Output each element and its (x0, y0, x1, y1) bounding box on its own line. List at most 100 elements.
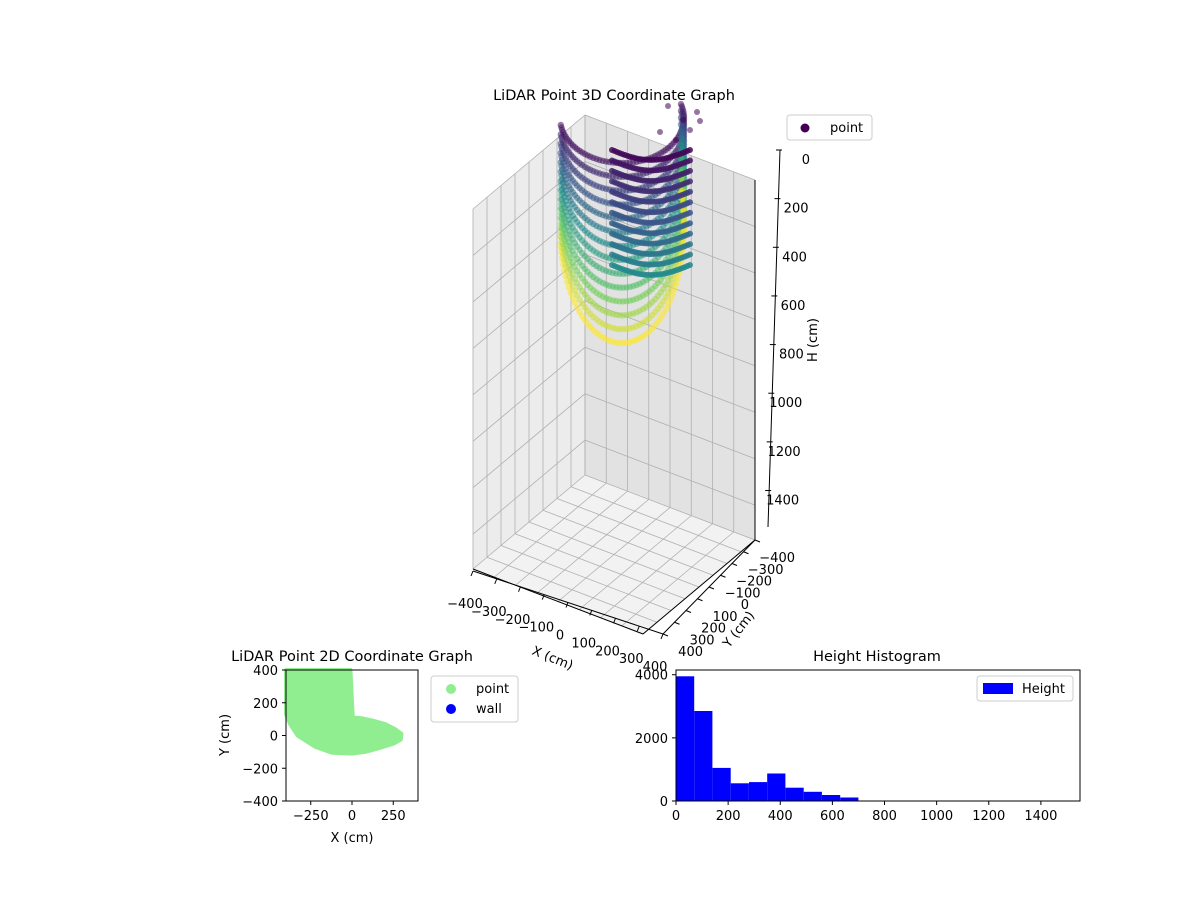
axis-x-tick (589, 610, 593, 616)
axis-x-tick-label: 0 (348, 809, 356, 824)
lidar-point-outlier (697, 118, 703, 124)
lidar-point (669, 291, 676, 299)
axis-y-line (642, 539, 756, 635)
grid-line-z-left (472, 439, 586, 535)
axis-z-tick-label: 400 (782, 250, 807, 265)
axis-x-tick (660, 633, 664, 640)
histogram-frame (675, 669, 1081, 802)
axis-y-tick-label: −200 (736, 575, 772, 590)
chart-3d-points (557, 100, 703, 347)
chart-3d-legend-marker (800, 123, 810, 133)
chart-2d-ylabel: Y (cm) (218, 714, 233, 757)
axis-x-tick-label: −200 (495, 613, 531, 628)
lidar-point (677, 128, 685, 135)
lidar-point (687, 262, 693, 268)
axis-y-tick-label: 0 (741, 598, 749, 613)
histogram-legend: Height (976, 675, 1074, 702)
lidar-point (687, 178, 693, 185)
histogram-bar (749, 782, 768, 801)
axis-y-tick (754, 539, 761, 543)
axis-x-tick-label: 250 (381, 809, 406, 824)
axis-x-tick-label: −400 (447, 597, 483, 612)
axis-y-tick-label: −100 (725, 586, 761, 601)
lidar-point (687, 199, 693, 206)
axis-z-edge (767, 149, 781, 528)
axis-x-tick-label: 400 (768, 809, 793, 824)
axis-x-tick-label: 0 (556, 629, 564, 644)
grid-line-z-right (584, 393, 756, 460)
histogram-bars (676, 676, 859, 801)
chart-2d-legend: point wall (430, 675, 519, 723)
lidar-point-outlier (657, 129, 663, 135)
grid-line-y-floor (557, 507, 671, 602)
chart-3d-title: LiDAR Point 3D Coordinate Graph (493, 88, 735, 104)
lidar-point (677, 100, 685, 108)
chart-2d-legend-point-label: point (476, 682, 509, 697)
grid-line-y-floor (515, 490, 628, 586)
histogram-bar (676, 676, 695, 801)
histogram-bar (822, 795, 841, 801)
axis-z-tick-label: 1000 (769, 396, 802, 411)
lidar-point (677, 107, 685, 115)
axis-x-tick-label: 200 (595, 644, 620, 659)
axis-x-tick (541, 594, 545, 600)
axis-y-tick-label: 400 (253, 664, 278, 679)
axis-y-tick-label: 300 (690, 633, 715, 648)
axis-z-tick-label: 200 (784, 202, 809, 217)
axis-y-tick (697, 598, 703, 602)
grid-line-y-floor (600, 523, 713, 619)
lidar-point (687, 188, 693, 195)
axis-z-tick-label: 1400 (766, 494, 799, 509)
chart-2d-ticks: −250 0 250 400 200 0 −200 −400 (242, 664, 405, 824)
axis-x-tick-label: −100 (518, 621, 554, 636)
axis-y-tick-label: 200 (253, 697, 278, 712)
axis-x-tick (565, 602, 569, 608)
histogram-ticks: 0 200 400 600 800 1000 1200 1400 0 2000 4000 (635, 669, 1058, 824)
chart-3d-xlabel: X (cm) (530, 644, 575, 674)
histogram-bar (712, 767, 731, 801)
point-region (284, 668, 404, 756)
histogram-bar (730, 783, 749, 801)
axis-y-tick (685, 610, 692, 613)
axis-z-tick-label: 600 (781, 299, 806, 314)
lidar-point-outlier (680, 117, 686, 123)
grid-line-y-floor (621, 531, 735, 627)
chart-2d-title: LiDAR Point 2D Coordinate Graph (231, 649, 473, 665)
grid-line-y-floor (578, 515, 692, 610)
lidar-point (665, 301, 672, 308)
lidar-point (687, 157, 693, 164)
histogram-title: Height Histogram (813, 649, 941, 665)
axis-y-tick-label: 0 (660, 795, 668, 810)
lidar-point (687, 220, 693, 227)
chart-2d-xlabel: X (cm) (331, 831, 374, 846)
axis-x-tick-label: −300 (471, 605, 507, 620)
histogram-legend-swatch (983, 683, 1013, 694)
grid-line-z-left (472, 114, 586, 210)
grid-line-y-floor (493, 482, 607, 578)
axis-y-tick-label: 4000 (635, 669, 668, 684)
lidar-point (677, 141, 685, 149)
lidar-point (674, 275, 681, 282)
axis-x-tick-label: 200 (716, 809, 741, 824)
axis-x-tick-label: 1200 (972, 809, 1005, 824)
chart-2d-legend-wall-label: wall (476, 702, 502, 717)
axis-x-line (472, 568, 644, 635)
axis-y-tick (708, 586, 715, 590)
chart-3d: LiDAR Point 3D Coordinate Graph −400−300… (447, 88, 873, 675)
axis-y-tick (731, 563, 738, 566)
chart-histogram: Height Histogram 0 200 400 600 800 1000 1200 14… (635, 649, 1081, 824)
axis-x-tick (613, 618, 616, 624)
chart-3d-legend: point (786, 114, 873, 141)
axis-x-tick-label: 400 (643, 660, 668, 675)
histogram-legend-label: Height (1022, 682, 1065, 697)
axis-y-tick-label: −300 (748, 563, 784, 578)
axis-x-tick-label: 600 (820, 809, 845, 824)
axis-y-tick (674, 621, 680, 625)
axis-x-tick-label: 800 (872, 809, 897, 824)
axis-y-tick-label: 2000 (635, 732, 668, 747)
axis-y-tick-label: −400 (242, 795, 278, 810)
axis-x-edge (472, 570, 664, 635)
axis-x-tick-label: 1000 (920, 809, 953, 824)
axis-y-tick (743, 551, 749, 555)
